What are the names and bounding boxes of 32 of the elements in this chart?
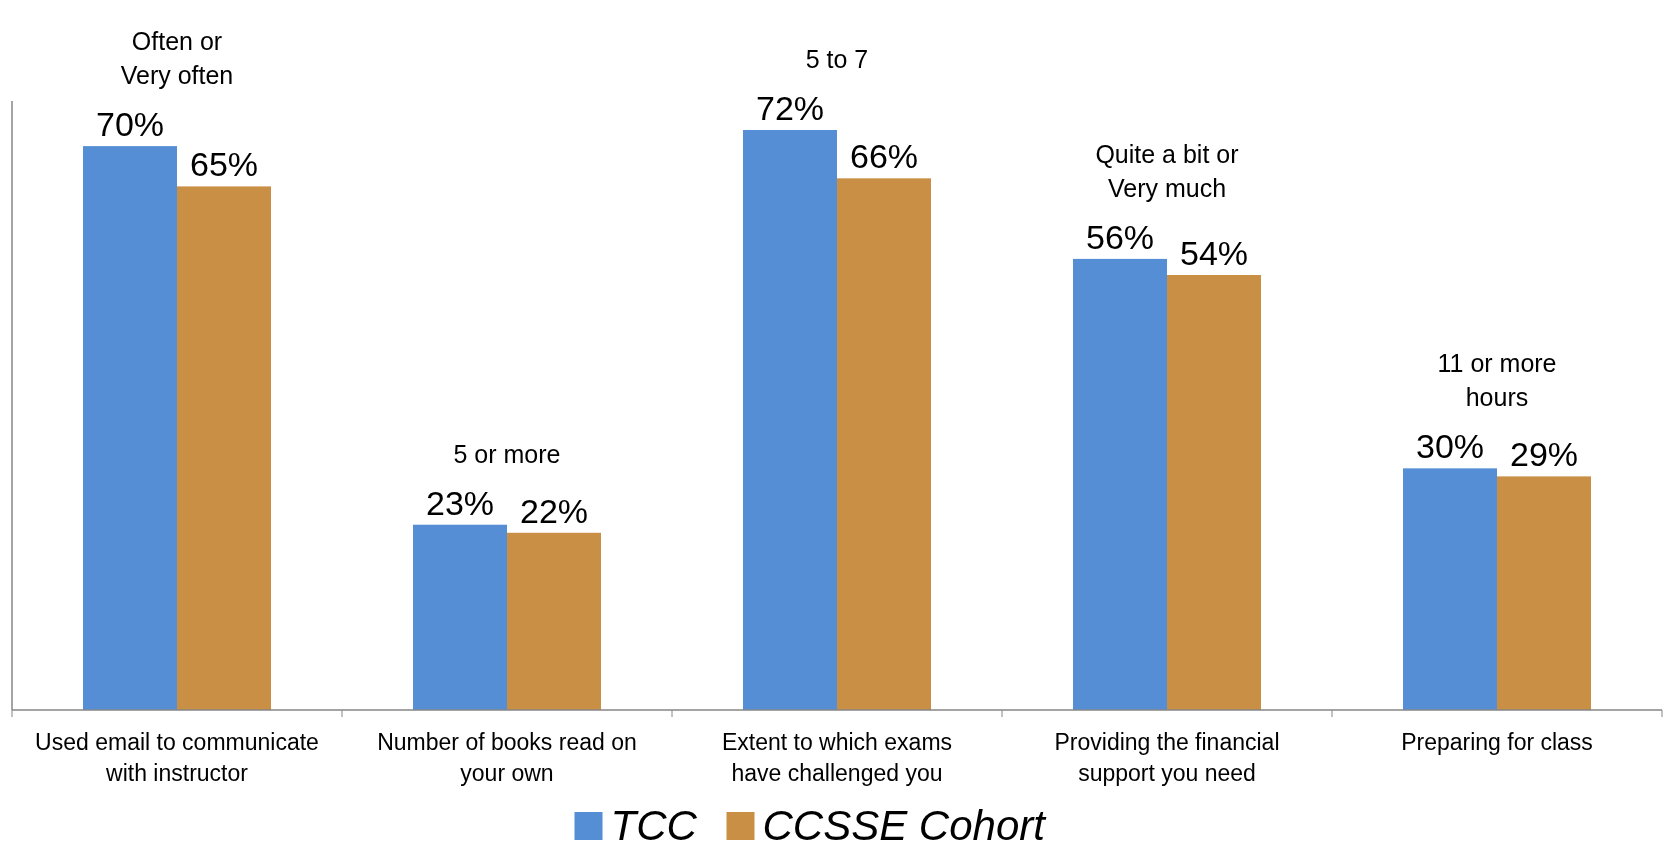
data-label: 23% <box>425 483 495 522</box>
data-label: 29% <box>1509 435 1579 474</box>
bar <box>177 186 271 710</box>
legend-label: TCC <box>610 802 698 849</box>
bar <box>83 146 177 710</box>
data-label: 22% <box>519 491 589 530</box>
bar <box>837 178 931 710</box>
bar <box>1167 275 1261 710</box>
bar <box>1497 476 1591 710</box>
data-label: 65% <box>189 145 259 184</box>
legend-label: CCSSE Cohort <box>762 802 1048 849</box>
data-label: 66% <box>849 137 919 176</box>
text: 5 to 7 <box>805 45 869 73</box>
data-label: 54% <box>1179 234 1249 272</box>
data-label: 72% <box>755 89 825 127</box>
data-label: 70% <box>95 105 165 144</box>
x-tick-label: Extent to which exams have challenged you <box>721 729 953 786</box>
bar <box>413 524 507 710</box>
annotation: 5 or more <box>453 439 561 468</box>
x-tick-label: Number of books read on your own <box>377 729 637 786</box>
x-tick-label: Providing the financial support you need <box>1054 729 1280 786</box>
annotation: 11 or more hours <box>1437 349 1557 412</box>
text: Often or Very often <box>120 27 234 90</box>
x-tick-label: Preparing for class <box>1401 729 1593 755</box>
data-label: 56% <box>1085 217 1155 256</box>
bar <box>1073 258 1167 710</box>
annotation: Quite a bit or Very much <box>1095 139 1239 202</box>
bar <box>1403 468 1497 710</box>
data-label: 30% <box>1415 427 1485 466</box>
x-tick-label: Used email to communicate with instructor <box>35 729 319 786</box>
bar <box>743 130 837 710</box>
bar <box>507 532 601 710</box>
